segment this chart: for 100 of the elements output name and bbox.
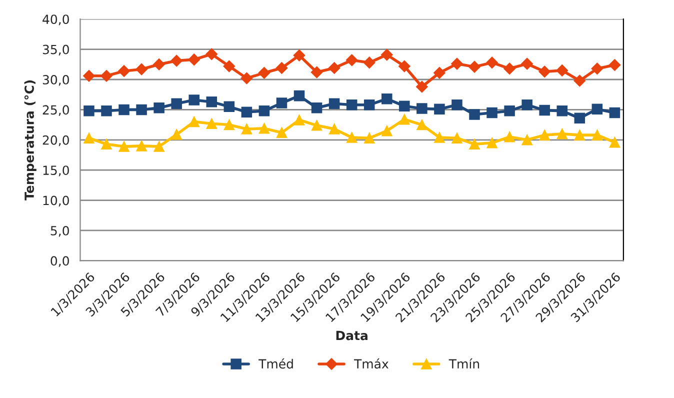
legend-label: Tméd <box>258 358 293 369</box>
point <box>556 64 568 76</box>
y-tick-label: 30,0 <box>42 74 69 86</box>
point <box>153 58 165 70</box>
point <box>521 58 533 70</box>
point <box>188 94 200 106</box>
point <box>276 127 288 138</box>
point <box>469 109 480 120</box>
y-axis-title: Temperatura (°C) <box>24 80 36 200</box>
point <box>294 114 305 126</box>
point <box>363 56 376 69</box>
point <box>206 96 218 108</box>
point <box>539 130 550 140</box>
point <box>293 49 306 62</box>
point <box>381 125 392 136</box>
point <box>416 80 428 93</box>
y-tick-label: 15,0 <box>43 166 69 176</box>
point <box>591 62 604 75</box>
point <box>136 140 147 152</box>
point <box>118 104 130 116</box>
point <box>504 62 516 75</box>
y-tick-label: 40,0 <box>42 14 69 26</box>
point <box>276 62 288 74</box>
x-axis-title: Data <box>336 330 368 340</box>
point <box>188 116 200 128</box>
point <box>399 100 410 112</box>
point <box>240 72 253 84</box>
point <box>346 132 358 143</box>
point <box>346 54 358 66</box>
y-tick-label: 5,0 <box>50 226 69 237</box>
point <box>574 112 586 124</box>
point <box>452 99 462 110</box>
point <box>136 63 148 76</box>
point <box>206 118 218 129</box>
point <box>381 93 392 104</box>
y-tick-label: 25,0 <box>42 105 69 116</box>
point <box>224 101 235 112</box>
point <box>592 104 603 114</box>
point <box>311 102 322 114</box>
point <box>241 124 252 134</box>
point <box>100 70 112 82</box>
point <box>592 130 603 140</box>
point <box>118 141 130 152</box>
point <box>311 120 322 131</box>
point <box>224 119 235 130</box>
point <box>258 123 270 134</box>
point <box>258 106 270 116</box>
point <box>206 48 218 60</box>
point <box>609 107 620 118</box>
point <box>468 60 480 73</box>
point <box>608 59 621 71</box>
point <box>380 48 393 61</box>
legend-label: Tmáx <box>354 358 388 369</box>
y-tick-label: 10,0 <box>43 196 69 206</box>
point <box>556 106 568 116</box>
point <box>294 90 305 102</box>
point <box>364 132 375 144</box>
point <box>452 132 462 144</box>
point <box>556 128 568 140</box>
point <box>118 65 130 77</box>
point <box>101 138 112 150</box>
point <box>434 66 446 79</box>
point <box>504 106 515 116</box>
point <box>328 98 340 110</box>
point <box>328 124 340 134</box>
point <box>223 60 236 72</box>
point <box>451 58 463 70</box>
point <box>154 102 164 114</box>
point <box>276 98 288 108</box>
point <box>504 131 515 142</box>
point <box>171 129 182 140</box>
point <box>398 60 410 72</box>
point <box>434 104 445 114</box>
point <box>609 136 620 148</box>
y-tick-label: 35,0 <box>42 44 69 56</box>
y-tick-label: 0,0 <box>50 256 69 267</box>
point <box>171 98 182 110</box>
point <box>416 119 428 130</box>
point <box>258 66 270 79</box>
point <box>310 66 323 78</box>
legend-label: Tmín <box>448 358 480 368</box>
point <box>486 138 498 148</box>
point <box>574 74 586 87</box>
point <box>522 134 532 146</box>
point <box>170 54 183 67</box>
point <box>188 54 200 66</box>
point <box>539 104 550 116</box>
point <box>346 99 358 110</box>
point <box>469 138 480 150</box>
point <box>486 56 498 69</box>
point <box>434 132 445 143</box>
point <box>83 70 95 82</box>
point <box>416 103 428 114</box>
point <box>241 106 252 118</box>
point <box>538 66 551 78</box>
y-tick-label: 20,0 <box>42 135 69 146</box>
point <box>84 106 94 116</box>
point <box>522 99 532 110</box>
point <box>399 114 410 125</box>
point <box>101 106 112 116</box>
